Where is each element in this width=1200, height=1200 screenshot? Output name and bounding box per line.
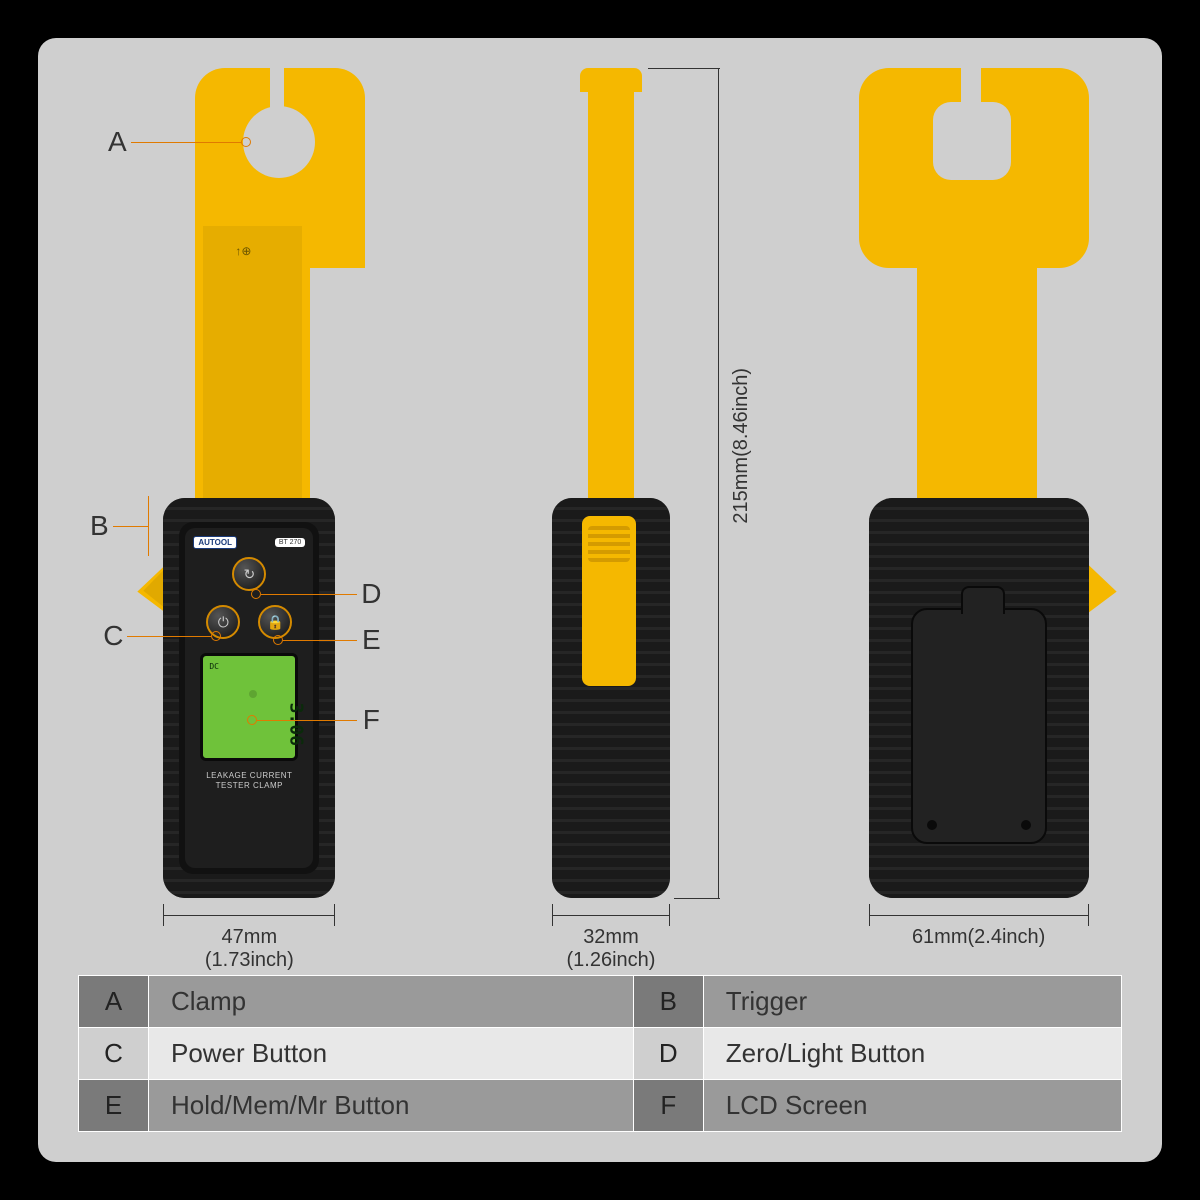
dim-front-width: 47mm (1.73inch) — [173, 926, 325, 972]
side-view: 215mm(8.46inch) 32mm (1.26inch) — [430, 68, 770, 968]
callout-b: B — [85, 496, 149, 556]
callout-a: A — [103, 126, 251, 158]
model-badge: BT 270 — [275, 538, 305, 547]
lcd-mode: DC — [209, 662, 219, 671]
infographic-card: ↑⊕ AUTOOL BT 270 ↻ ⏻ 🔒 — [38, 38, 1162, 1162]
polarity-symbol: ↑⊕ — [235, 244, 251, 258]
belt-clip — [582, 516, 636, 686]
callout-e: E — [273, 624, 385, 656]
callout-c: C — [99, 620, 221, 652]
dim-side-width: 32mm (1.26inch) — [542, 926, 680, 972]
callout-f: F — [247, 704, 385, 736]
meter-body-front: AUTOOL BT 270 ↻ ⏻ 🔒 DC 3.06 — [163, 498, 335, 898]
back-view: 61mm(2.4inch) — [805, 68, 1145, 968]
face-plate: AUTOOL BT 270 ↻ ⏻ 🔒 DC 3.06 — [179, 522, 319, 874]
battery-cover — [911, 608, 1047, 844]
dim-back-width: 61mm(2.4inch) — [889, 926, 1069, 949]
brand-badge: AUTOOL — [193, 536, 237, 549]
device-label: LEAKAGE CURRENT TESTER CLAMP — [193, 771, 305, 790]
callout-d: D — [251, 578, 385, 610]
dim-height: 215mm(8.46inch) — [730, 368, 753, 524]
front-view: ↑⊕ AUTOOL BT 270 ↻ ⏻ 🔒 — [55, 68, 395, 968]
legend-table: AClampBTrigger CPower ButtonDZero/Light … — [78, 975, 1122, 1132]
views-row: ↑⊕ AUTOOL BT 270 ↻ ⏻ 🔒 — [38, 68, 1162, 988]
meter-body-back — [869, 498, 1089, 898]
